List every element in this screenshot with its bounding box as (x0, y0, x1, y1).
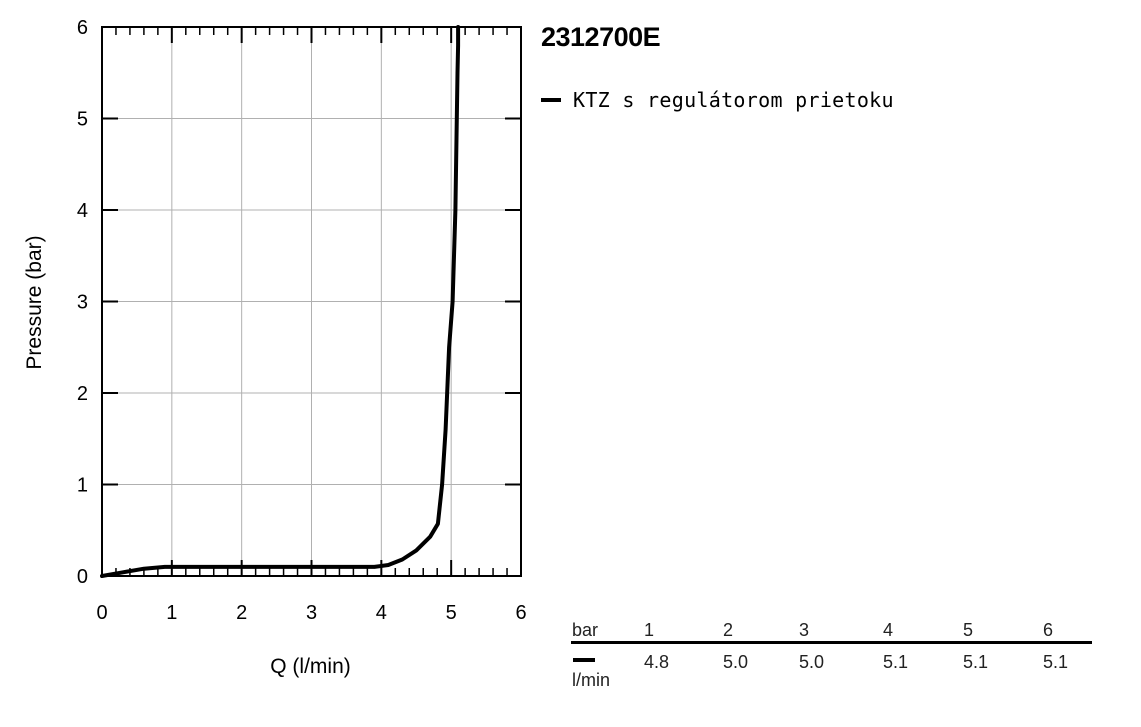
y-tick-label: 6 (77, 17, 88, 39)
table-header-label: bar (572, 620, 599, 640)
x-tick-label: 2 (236, 602, 247, 624)
y-tick-label: 2 (77, 383, 88, 405)
table-pressure-cell: 1 (644, 620, 655, 640)
legend: KTZ s regulátorom prietoku (541, 88, 894, 112)
table-pressure-cell: 4 (883, 620, 894, 640)
x-tick-label: 0 (96, 602, 107, 624)
legend-swatch (541, 98, 561, 102)
table-pressure-cell: 5 (963, 620, 974, 640)
x-tick-label: 1 (166, 602, 177, 624)
x-tick-label: 6 (515, 602, 526, 624)
plot-frame (101, 26, 522, 577)
x-tick-label: 5 (446, 602, 457, 624)
x-tick-labels: 0 1 2 3 4 5 6 (96, 602, 526, 624)
major-ticks (102, 27, 521, 576)
y-tick-label: 0 (77, 566, 88, 588)
y-tick-label: 1 (77, 475, 88, 497)
flow-table: bar 1 2 3 4 5 6 4.8 5.0 5.0 5.1 5.1 5.1 … (571, 620, 1093, 692)
y-tick-label: 3 (77, 292, 88, 314)
x-tick-label: 4 (376, 602, 387, 624)
table-pressure-cell: 2 (723, 620, 734, 640)
x-tick-label: 3 (306, 602, 317, 624)
legend-label: KTZ s regulátorom prietoku (573, 88, 894, 112)
series-line (100, 25, 461, 578)
table-flow-cell: 4.8 (644, 652, 670, 672)
table-flow-cell: 5.0 (723, 652, 749, 672)
table-series-swatch (573, 658, 595, 662)
y-axis-title: Pressure (bar) (23, 235, 46, 369)
y-tick-labels: 0 1 2 3 4 5 6 (77, 17, 88, 588)
table-unit-label: l/min (572, 670, 611, 690)
table-rule (571, 641, 1092, 644)
table-pressure-cell: 6 (1043, 620, 1054, 640)
chart-title: 2312700E (541, 22, 661, 52)
table-flow-cell: 5.1 (1043, 652, 1069, 672)
table-flow-cell: 5.1 (883, 652, 909, 672)
y-tick-label: 4 (77, 200, 88, 222)
table-flow-cell: 5.0 (799, 652, 825, 672)
y-tick-label: 5 (77, 109, 88, 131)
x-axis-title: Q (l/min) (270, 655, 351, 678)
table-flow-cell: 5.1 (963, 652, 989, 672)
table-pressure-cell: 3 (799, 620, 810, 640)
